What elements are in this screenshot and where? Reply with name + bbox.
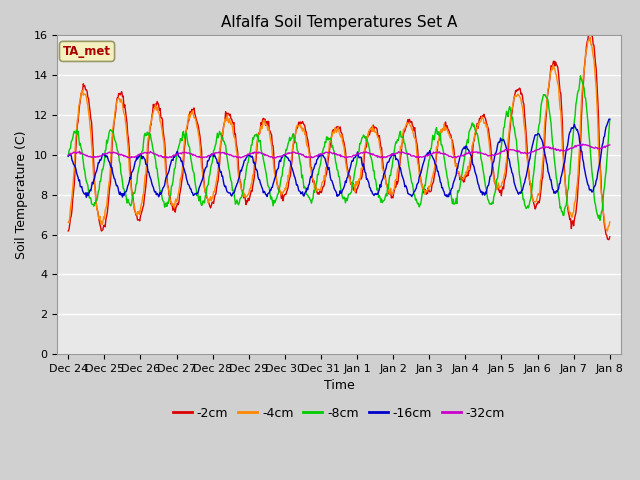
Title: Alfalfa Soil Temperatures Set A: Alfalfa Soil Temperatures Set A [221, 15, 457, 30]
Text: TA_met: TA_met [63, 45, 111, 58]
Y-axis label: Soil Temperature (C): Soil Temperature (C) [15, 131, 28, 259]
X-axis label: Time: Time [324, 379, 355, 392]
Legend: -2cm, -4cm, -8cm, -16cm, -32cm: -2cm, -4cm, -8cm, -16cm, -32cm [168, 402, 510, 425]
